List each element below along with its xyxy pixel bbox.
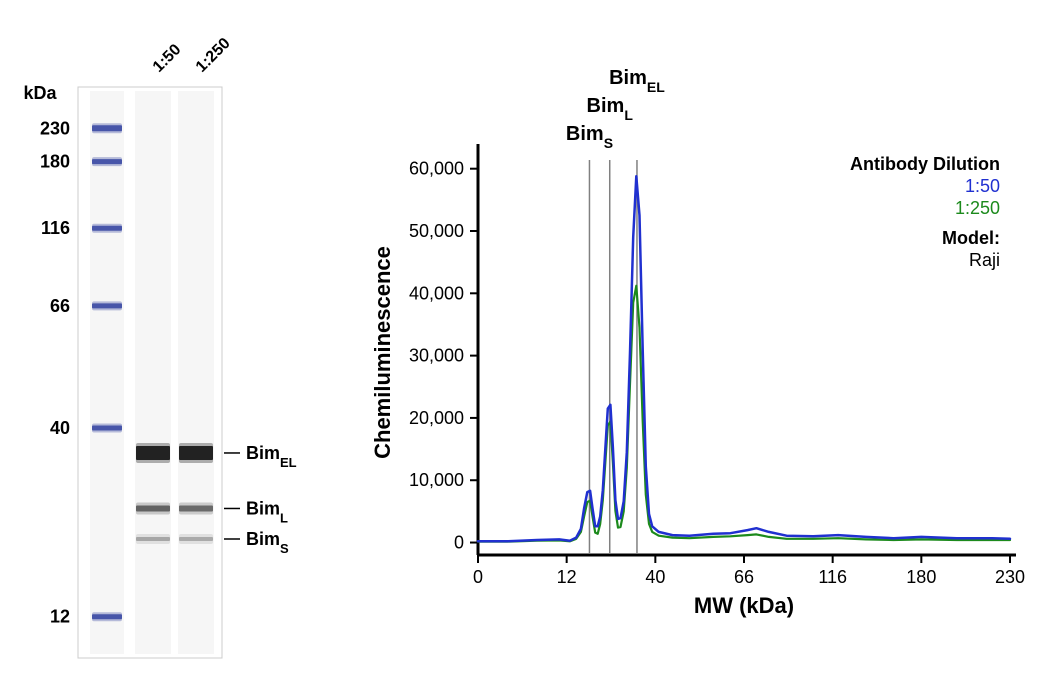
band-annotation: BimS [246, 529, 289, 556]
sample-band [179, 446, 213, 460]
electropherogram-panel: 0 10,000 20,000 30,000 40,000 50,000 60,000 0 12… [360, 0, 1040, 700]
marker-label: 66 [50, 296, 70, 316]
gel-svg: kDa 230 180 116 66 40 12 1:501:250 BimEL BimL BimS [0, 0, 360, 700]
ladder-band [92, 226, 122, 231]
ladder-band [92, 159, 122, 164]
band-annotation: BimEL [246, 443, 297, 470]
legend-model-value: Raji [969, 250, 1000, 270]
y-tick-label: 20,000 [409, 408, 464, 428]
marker-label: 180 [40, 152, 70, 172]
electropherogram-svg: 0 10,000 20,000 30,000 40,000 50,000 60,000 0 12… [360, 0, 1040, 700]
x-axis-label: MW (kDa) [694, 593, 794, 618]
x-tick-label: 12 [557, 567, 577, 587]
legend-item: 1:250 [955, 198, 1000, 218]
y-tick-label: 30,000 [409, 346, 464, 366]
x-tick-label: 180 [906, 567, 936, 587]
y-tick-label: 0 [454, 533, 464, 553]
sample-band [136, 537, 170, 541]
y-tick-label: 10,000 [409, 470, 464, 490]
marker-label: 12 [50, 607, 70, 627]
kda-label: kDa [23, 83, 57, 103]
legend-title: Antibody Dilution [850, 154, 1000, 174]
marker-label: 116 [41, 218, 70, 238]
marker-label: 40 [50, 418, 70, 438]
legend-item: 1:50 [965, 176, 1000, 196]
ladder-band [92, 303, 122, 308]
legend-model-title: Model: [942, 228, 1000, 248]
y-axis-label: Chemiluminescence [370, 246, 395, 459]
ladder-band [92, 426, 122, 431]
lane-bg [135, 91, 171, 654]
x-tick-label: 40 [645, 567, 665, 587]
sample-band [179, 505, 213, 511]
x-tick-label: 230 [995, 567, 1025, 587]
x-tick-label: 116 [818, 567, 847, 587]
x-tick-label: 0 [473, 567, 483, 587]
ladder-band [92, 614, 122, 619]
y-tick-label: 40,000 [409, 283, 464, 303]
lane-header: 1:50 [150, 41, 185, 76]
peak-label: BimS [566, 123, 613, 151]
gel-blot-panel: kDa 230 180 116 66 40 12 1:501:250 BimEL BimL BimS [0, 0, 360, 700]
series-line [478, 286, 1010, 542]
lane-bg [90, 91, 124, 654]
sample-band [136, 446, 170, 460]
peak-label: BimEL [609, 67, 665, 95]
lane-header: 1:250 [193, 35, 234, 76]
y-tick-label: 50,000 [409, 221, 464, 241]
peak-label: BimL [587, 95, 634, 123]
series-line [478, 176, 1010, 541]
sample-band [136, 505, 170, 511]
y-tick-label: 60,000 [409, 159, 464, 179]
band-annotation: BimL [246, 498, 288, 525]
ladder-band [92, 125, 122, 131]
marker-label: 230 [40, 118, 70, 138]
x-tick-label: 66 [734, 567, 754, 587]
lane-bg [178, 91, 214, 654]
sample-band [179, 537, 213, 541]
